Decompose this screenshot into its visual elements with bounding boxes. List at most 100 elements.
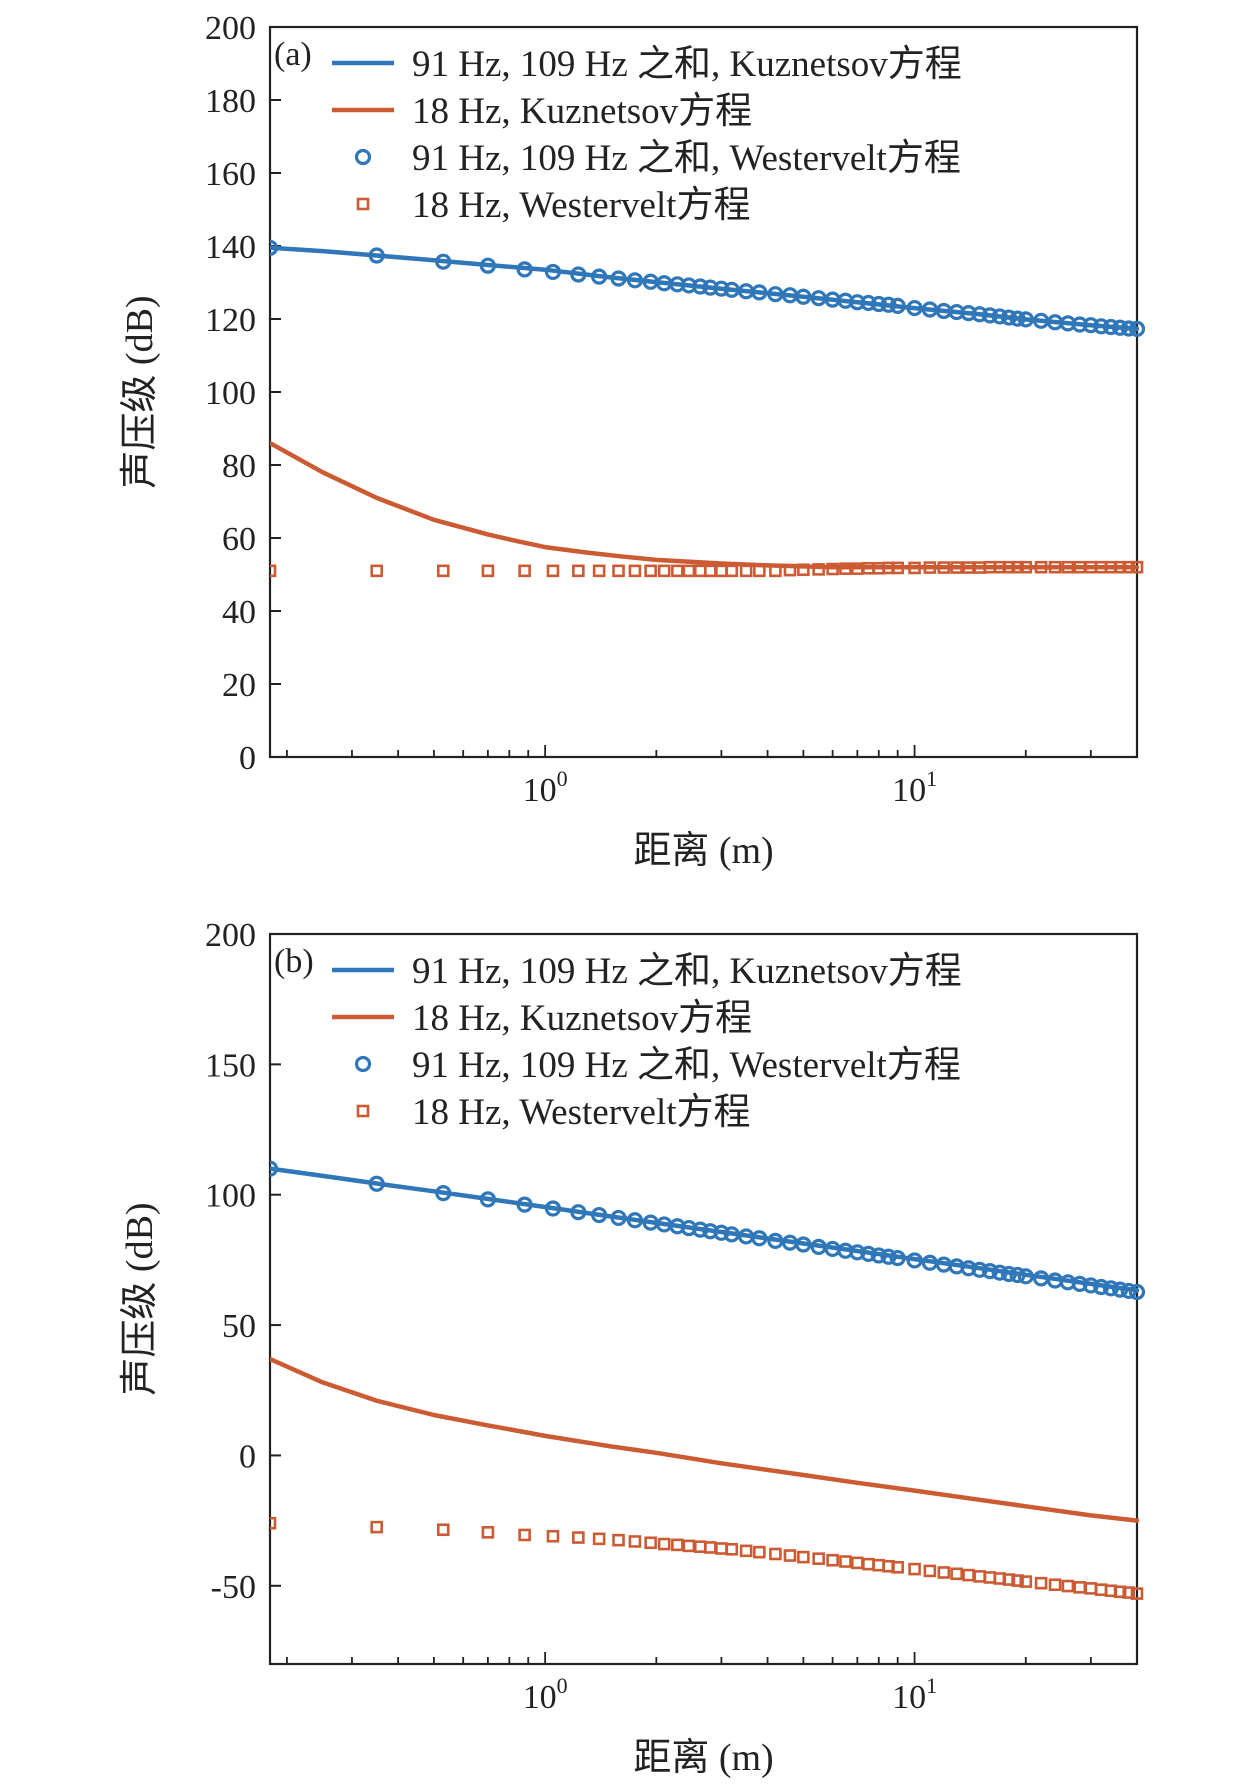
y-tick-label: 60	[222, 521, 256, 558]
data-point-circle	[1093, 318, 1110, 335]
x-tick-exponent: 1	[926, 1673, 937, 1698]
data-point-square	[592, 1532, 606, 1546]
data-point-circle	[795, 1236, 812, 1253]
data-point-square	[1048, 560, 1062, 574]
data-point-square	[546, 1529, 560, 1543]
data-layer	[270, 239, 1146, 578]
data-point-circle	[960, 1260, 977, 1277]
data-point-square	[812, 1552, 825, 1565]
data-point-square	[962, 1568, 975, 1582]
data-point-square	[1113, 560, 1127, 574]
data-point-circle	[1111, 1281, 1129, 1298]
data-point-circle	[692, 1221, 709, 1238]
legend-square-swatch	[356, 197, 370, 211]
data-point-square	[769, 1547, 782, 1561]
data-point-circle	[368, 1175, 385, 1192]
data-point-circle	[889, 297, 906, 314]
y-tick-label: -50	[211, 1569, 256, 1606]
x-axis-label: 距离 (m)	[633, 830, 773, 872]
data-point-circle	[1082, 1277, 1099, 1294]
data-point-circle	[906, 1252, 923, 1269]
data-point-circle	[1102, 318, 1120, 336]
data-point-circle	[1017, 311, 1034, 328]
legend-label: 18 Hz, Kuznetsov方程	[412, 90, 752, 132]
data-point-square	[370, 1520, 383, 1534]
legend-label: 18 Hz, Westervelt方程	[412, 1091, 751, 1133]
data-point-square	[481, 1526, 495, 1539]
y-tick-label: 200	[205, 10, 256, 47]
data-point-square	[783, 563, 797, 577]
data-point-square	[612, 1533, 625, 1547]
series-line-2	[270, 1356, 1140, 1523]
data-layer	[270, 1160, 1146, 1600]
data-point-square	[826, 562, 839, 576]
data-point-square	[644, 564, 657, 578]
data-point-circle	[981, 307, 999, 324]
data-point-square	[612, 564, 625, 578]
x-tick-base: 10	[523, 772, 557, 809]
data-point-square	[973, 1570, 986, 1583]
data-point-square	[270, 564, 277, 578]
data-point-square	[826, 1553, 839, 1567]
legend-label: 91 Hz, 109 Hz 之和, Kuznetsov方程	[412, 43, 962, 85]
panel-label: (b)	[274, 943, 314, 980]
data-point-circle	[713, 280, 730, 297]
y-tick-label: 180	[205, 83, 256, 120]
data-point-circle	[1009, 1266, 1026, 1284]
data-point-circle	[723, 1226, 740, 1243]
data-point-circle	[1071, 1275, 1088, 1292]
data-point-square	[1034, 560, 1048, 574]
legend-item: 91 Hz, 109 Hz 之和, Westervelt方程	[354, 1044, 961, 1086]
data-point-square	[1122, 1586, 1136, 1599]
x-tick-label: 100	[523, 1673, 568, 1716]
data-point-circle	[544, 263, 562, 281]
data-point-circle	[626, 272, 644, 289]
legend-circle-swatch	[354, 1055, 372, 1073]
y-axis-label: 声压级 (dB)	[119, 1202, 161, 1395]
legend-item: 91 Hz, 109 Hz 之和, Westervelt方程	[354, 137, 961, 179]
data-point-square	[862, 1557, 875, 1571]
data-point-circle	[270, 239, 279, 256]
x-axis-label: 距离 (m)	[633, 1737, 773, 1779]
data-point-square	[908, 561, 921, 575]
data-point-square	[546, 564, 560, 578]
data-point-square	[592, 564, 606, 578]
data-point-square	[725, 564, 739, 578]
data-point-circle	[570, 1204, 587, 1221]
data-point-circle	[1128, 320, 1146, 337]
legend-label: 18 Hz, Kuznetsov方程	[412, 997, 752, 1039]
data-point-square	[693, 564, 707, 578]
y-tick-label: 20	[222, 667, 256, 704]
data-point-circle	[270, 1160, 279, 1177]
data-point-square	[1048, 1578, 1062, 1592]
data-point-square	[739, 564, 753, 578]
data-point-circle	[767, 1232, 784, 1249]
data-point-square	[1002, 1573, 1016, 1586]
data-point-circle	[767, 286, 784, 303]
data-point-square	[923, 1564, 937, 1578]
data-point-circle	[971, 306, 988, 323]
data-point-circle	[1102, 1280, 1120, 1297]
legend-circle-swatch	[354, 148, 372, 166]
data-point-square	[1084, 1582, 1098, 1595]
data-point-square	[1034, 1576, 1048, 1590]
data-point-square	[1113, 1585, 1127, 1599]
data-point-circle	[751, 284, 768, 301]
legend-item: 91 Hz, 109 Hz 之和, Kuznetsov方程	[332, 950, 962, 992]
data-point-circle	[880, 296, 897, 313]
data-point-square	[715, 564, 728, 578]
data-point-square	[1073, 1581, 1087, 1594]
data-point-square	[1019, 560, 1033, 574]
data-point-circle	[1017, 1268, 1034, 1285]
data-point-square	[937, 561, 951, 574]
data-point-square	[682, 564, 696, 578]
x-tick-base: 10	[892, 772, 926, 809]
data-point-circle	[516, 1196, 533, 1213]
data-point-square	[628, 1535, 642, 1548]
x-tick-label: 101	[892, 1673, 937, 1716]
data-point-square	[851, 1556, 864, 1570]
data-point-circle	[960, 305, 977, 322]
x-tick-base: 10	[523, 1679, 557, 1716]
